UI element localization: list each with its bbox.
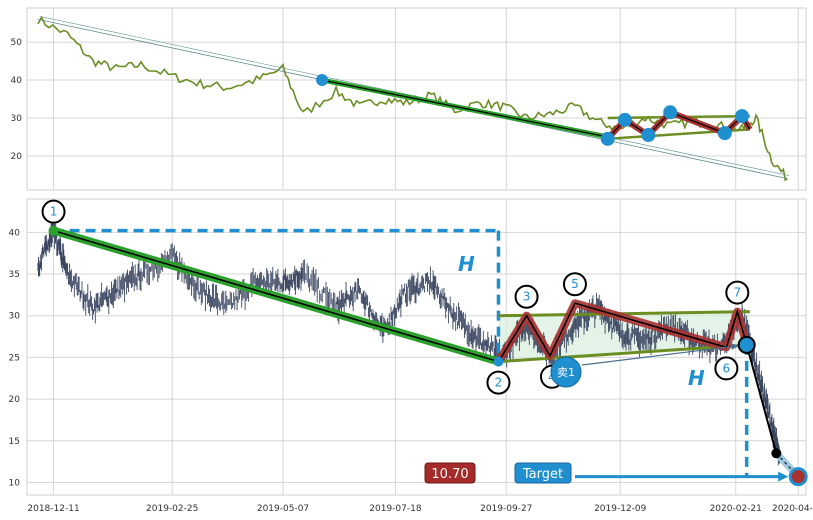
x-tick-label: 2019-12-09 bbox=[594, 504, 647, 514]
overview-frame bbox=[26, 7, 807, 191]
main-panel: 2018-12-11 2019-02-25 2019-05-07 2019-07-18… bbox=[9, 198, 813, 514]
pattern-point-badge bbox=[514, 284, 539, 309]
overview-pattern-point bbox=[717, 126, 732, 141]
price-bars bbox=[37, 217, 780, 466]
pattern-point-badge bbox=[41, 199, 66, 224]
main-y-tick-label: 20 bbox=[9, 395, 21, 405]
overview-y-tick-label: 50 bbox=[11, 38, 23, 48]
x-tick-label: 2019-09-27 bbox=[480, 504, 532, 514]
x-tick-label: 2020-02-21 bbox=[710, 504, 762, 514]
main-y-tick-label: 10 bbox=[9, 478, 21, 488]
breakout-marker bbox=[737, 335, 756, 354]
main-y-tick-label: 40 bbox=[9, 228, 21, 238]
x-tick-label: 2019-07-18 bbox=[369, 504, 422, 514]
pattern-point-badge bbox=[714, 356, 739, 381]
pattern-point-badge bbox=[562, 272, 587, 297]
main-frame bbox=[26, 198, 807, 496]
price-box bbox=[424, 462, 476, 484]
pattern-point-badge bbox=[725, 280, 750, 305]
pattern-bottom-marker bbox=[493, 356, 504, 367]
pattern-point-number: 3 bbox=[523, 290, 531, 304]
pattern-point-number: 5 bbox=[571, 277, 579, 291]
pattern-start-marker bbox=[48, 225, 59, 236]
x-tick-label: 2020-04-01 bbox=[772, 504, 813, 514]
overview-pattern-point bbox=[663, 105, 678, 120]
price-box-label: 10.70 bbox=[431, 467, 468, 482]
channel-bottom-line bbox=[498, 343, 750, 364]
pattern-point-number: 6 bbox=[723, 361, 731, 375]
overview-pattern-point bbox=[600, 131, 615, 146]
x-tick-label: 2018-12-11 bbox=[27, 504, 79, 514]
pattern-point-number: 7 bbox=[733, 286, 741, 300]
pattern-point-number: 1 bbox=[50, 205, 58, 219]
main-y-tick-label: 15 bbox=[9, 437, 20, 447]
pattern-point-badge bbox=[486, 370, 511, 395]
drop-point bbox=[771, 448, 782, 459]
overview-y-tick-label: 30 bbox=[11, 114, 23, 124]
drop-line bbox=[745, 344, 778, 454]
main-y-tick-label: 25 bbox=[9, 353, 20, 363]
overview-downtrend-core bbox=[321, 79, 608, 138]
h-label-right: H bbox=[688, 366, 705, 390]
x-tick-label: 2019-02-25 bbox=[146, 504, 198, 514]
overview-y-tick-label: 20 bbox=[11, 152, 23, 162]
overview-downtrend-start bbox=[316, 74, 329, 87]
sell-signal-marker bbox=[550, 356, 582, 388]
overview-panel: 20 30 40 50 bbox=[11, 7, 807, 191]
overview-pattern-point bbox=[734, 109, 749, 124]
sell-signal-label: 卖1 bbox=[557, 366, 575, 379]
annotation-labels: H H 卖1 10.70 Target bbox=[424, 252, 705, 484]
overview-pattern-point bbox=[617, 112, 632, 127]
target-box bbox=[514, 462, 572, 484]
target-marker bbox=[788, 467, 808, 487]
main-y-tick-label: 35 bbox=[9, 270, 20, 280]
overview-y-tick-label: 40 bbox=[11, 76, 23, 86]
downtrend-core bbox=[53, 229, 499, 363]
h-label-left: H bbox=[458, 252, 475, 276]
sell-arrow-line bbox=[581, 345, 737, 366]
x-tick-label: 2019-05-07 bbox=[257, 504, 309, 514]
pattern-zigzag-core bbox=[497, 302, 748, 362]
pattern-point-number: 2 bbox=[495, 376, 503, 390]
target-arrow-head bbox=[778, 471, 789, 482]
main-y-tick-label: 30 bbox=[9, 312, 21, 322]
target-box-label: Target bbox=[522, 467, 563, 482]
overview-pattern-point bbox=[641, 128, 656, 143]
sell-arrow-head bbox=[730, 342, 739, 350]
